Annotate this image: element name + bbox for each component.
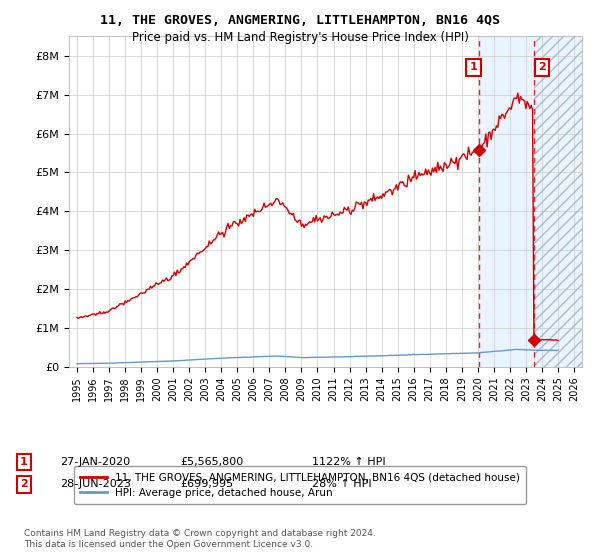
Text: 1: 1 — [469, 63, 477, 72]
Text: 28-JUN-2023: 28-JUN-2023 — [60, 479, 131, 489]
Bar — [479, 36, 582, 367]
Text: Price paid vs. HM Land Registry's House Price Index (HPI): Price paid vs. HM Land Registry's House … — [131, 31, 469, 44]
Text: 27-JAN-2020: 27-JAN-2020 — [60, 457, 130, 467]
Legend: 11, THE GROVES, ANGMERING, LITTLEHAMPTON, BN16 4QS (detached house), HPI: Averag: 11, THE GROVES, ANGMERING, LITTLEHAMPTON… — [74, 466, 526, 504]
Text: Contains HM Land Registry data © Crown copyright and database right 2024.
This d: Contains HM Land Registry data © Crown c… — [24, 529, 376, 549]
Text: £699,995: £699,995 — [180, 479, 233, 489]
Text: 1: 1 — [20, 457, 28, 467]
Text: £5,565,800: £5,565,800 — [180, 457, 243, 467]
Text: 1122% ↑ HPI: 1122% ↑ HPI — [312, 457, 386, 467]
Text: 28% ↑ HPI: 28% ↑ HPI — [312, 479, 371, 489]
Bar — [534, 36, 582, 367]
Text: 11, THE GROVES, ANGMERING, LITTLEHAMPTON, BN16 4QS: 11, THE GROVES, ANGMERING, LITTLEHAMPTON… — [100, 14, 500, 27]
Text: 2: 2 — [20, 479, 28, 489]
Text: 2: 2 — [538, 63, 545, 72]
